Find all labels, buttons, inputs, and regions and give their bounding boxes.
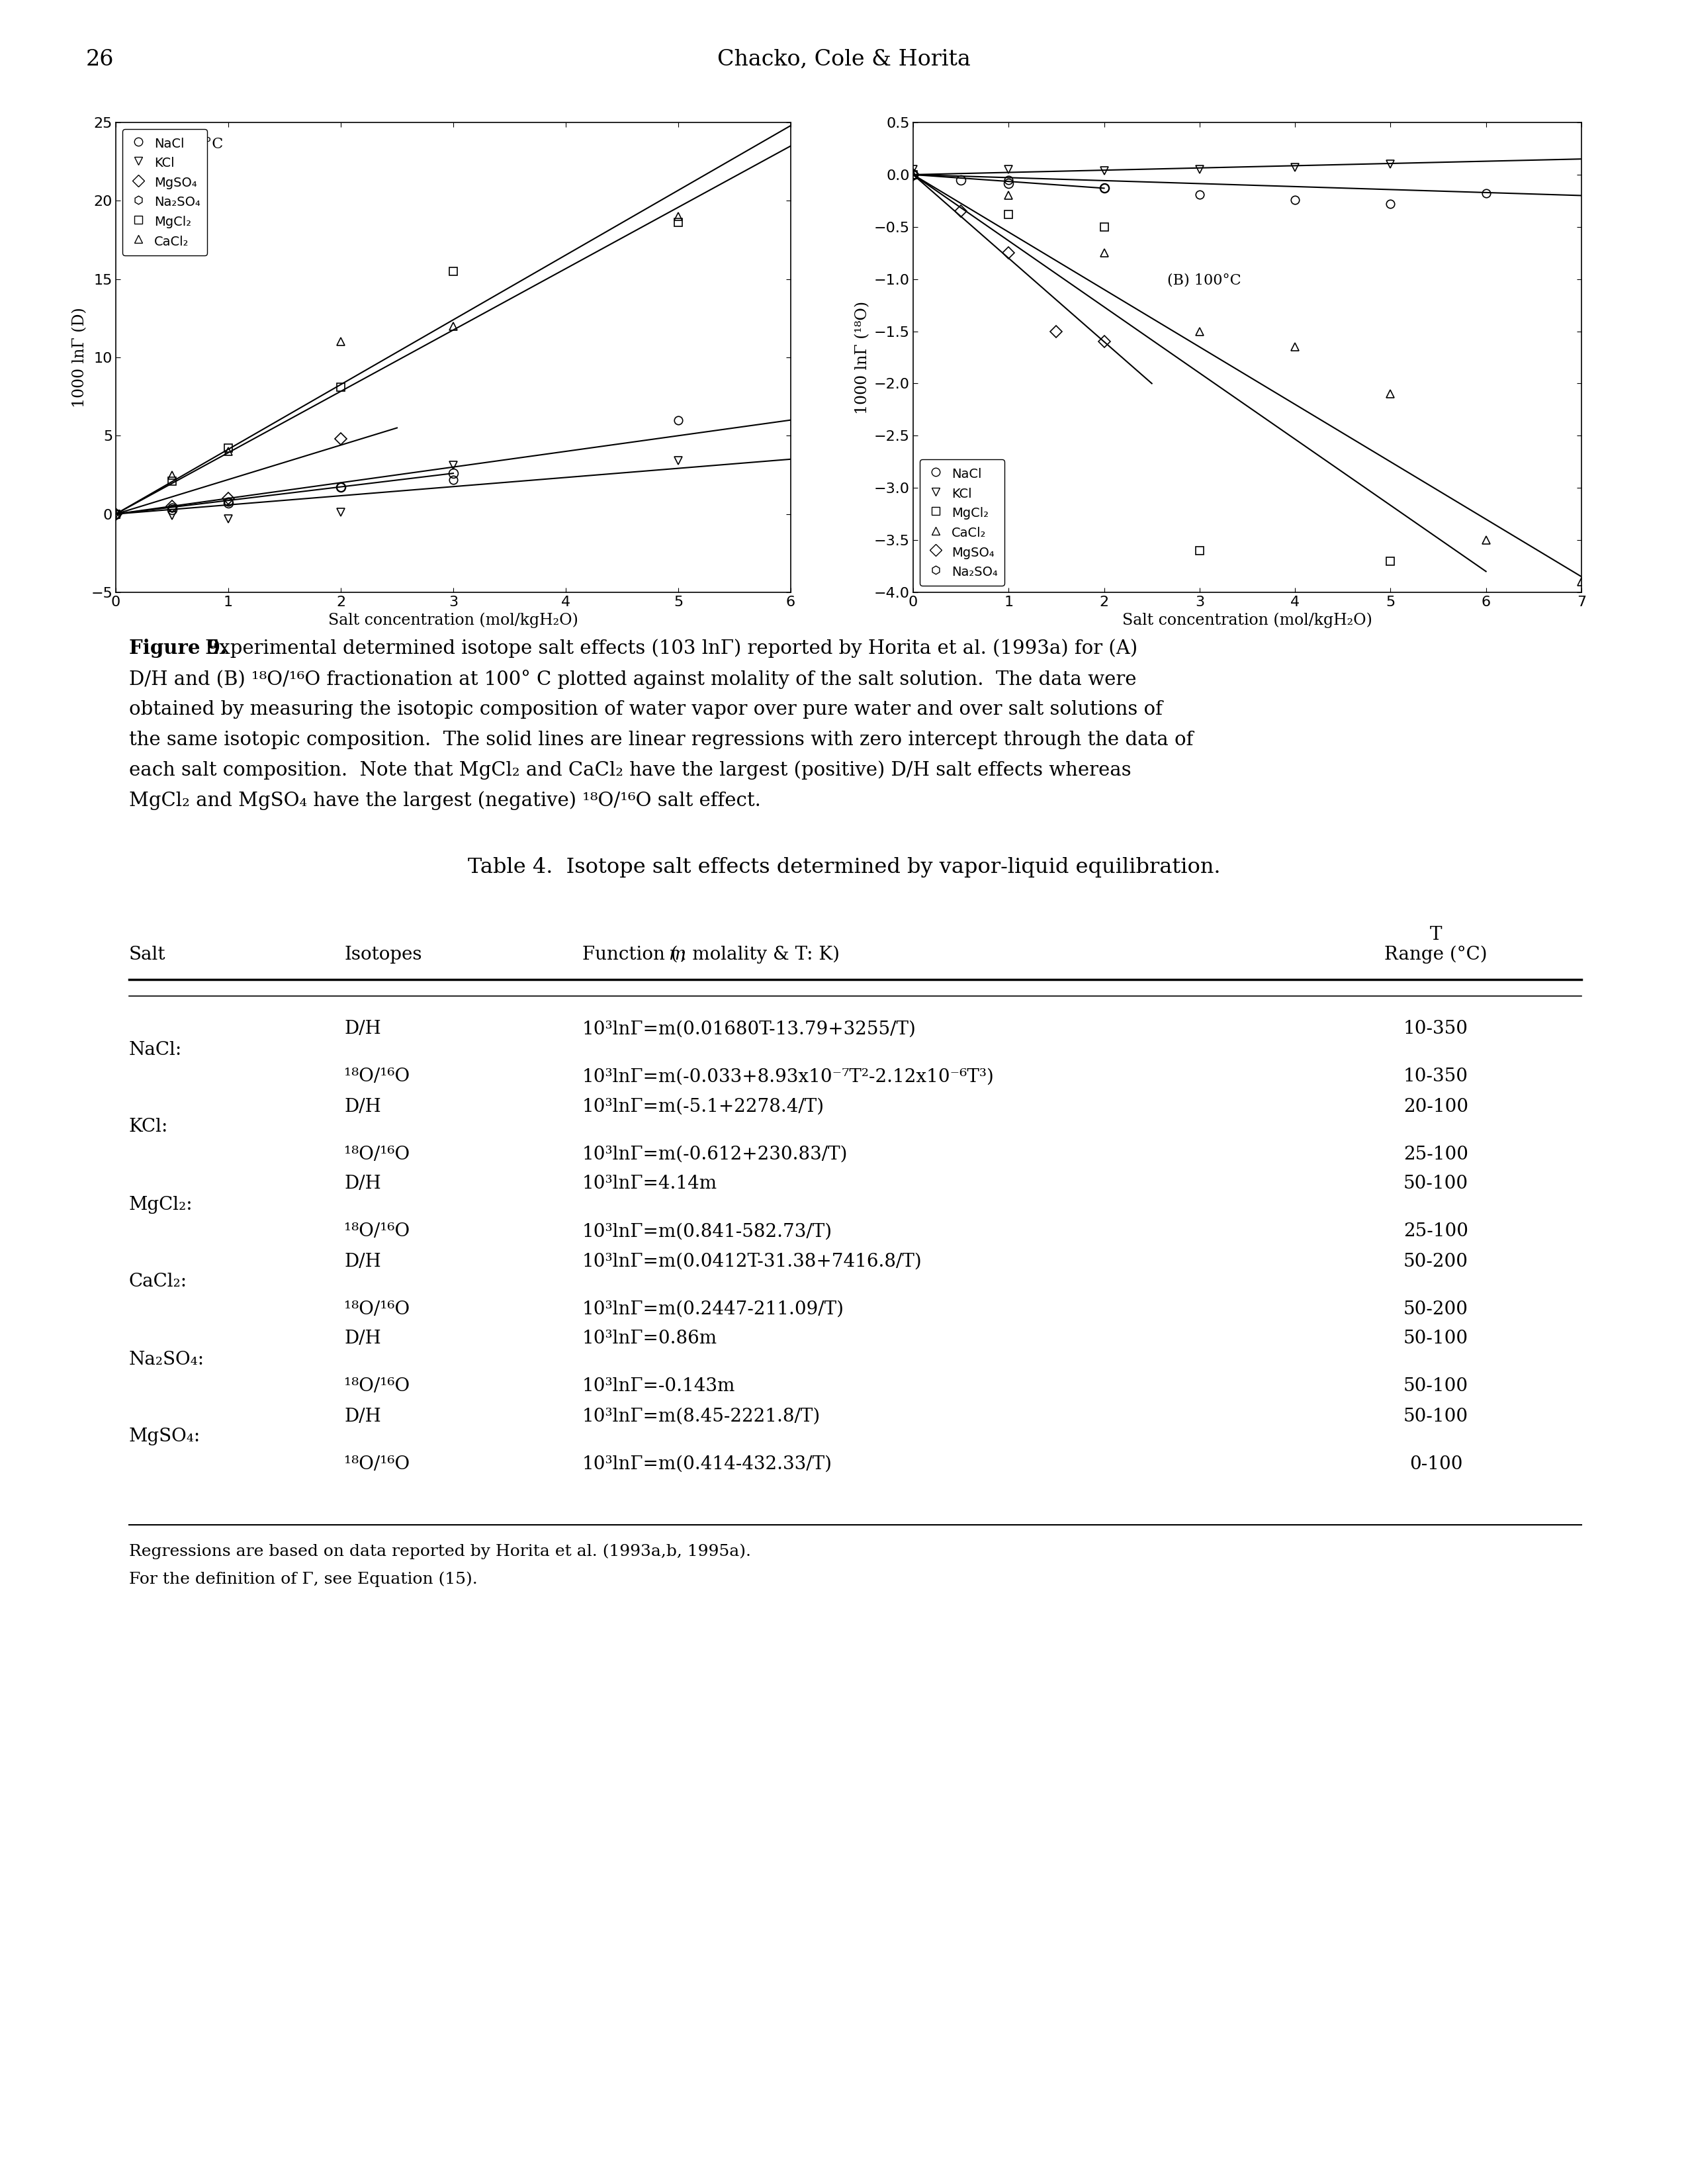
Text: ¹⁸O/¹⁶O: ¹⁸O/¹⁶O <box>344 1299 410 1317</box>
Text: D/H and (B) ¹⁸O/¹⁶O fractionation at 100° C plotted against molality of the salt: D/H and (B) ¹⁸O/¹⁶O fractionation at 100… <box>128 668 1136 688</box>
Text: D/H: D/H <box>344 1020 381 1037</box>
Text: m: m <box>668 946 685 963</box>
Text: each salt composition.  Note that MgCl₂ and CaCl₂ have the largest (positive) D/: each salt composition. Note that MgCl₂ a… <box>128 760 1131 780</box>
Text: Experimental determined isotope salt effects (103 lnΓ) reported by Horita et al.: Experimental determined isotope salt eff… <box>206 640 1138 657</box>
Text: ¹⁸O/¹⁶O: ¹⁸O/¹⁶O <box>344 1455 410 1472</box>
Text: 10³lnΓ=m(8.45-2221.8/T): 10³lnΓ=m(8.45-2221.8/T) <box>582 1406 820 1426</box>
Text: MgCl₂ and MgSO₄ have the largest (negative) ¹⁸O/¹⁶O salt effect.: MgCl₂ and MgSO₄ have the largest (negati… <box>128 791 761 810</box>
Text: Figure 9.: Figure 9. <box>128 640 233 657</box>
Text: the same isotopic composition.  The solid lines are linear regressions with zero: the same isotopic composition. The solid… <box>128 732 1193 749</box>
Text: Range (°C): Range (°C) <box>1384 946 1487 963</box>
Text: 25-100: 25-100 <box>1403 1144 1469 1164</box>
Text: 10³lnΓ=m(0.0412T-31.38+7416.8/T): 10³lnΓ=m(0.0412T-31.38+7416.8/T) <box>582 1251 922 1271</box>
Text: 10³lnΓ=m(0.414-432.33/T): 10³lnΓ=m(0.414-432.33/T) <box>582 1455 832 1472</box>
Y-axis label: 1000 lnΓ (¹⁸O): 1000 lnΓ (¹⁸O) <box>856 301 871 415</box>
Text: D/H: D/H <box>344 1099 381 1116</box>
Text: 50-200: 50-200 <box>1403 1251 1469 1271</box>
Text: 50-200: 50-200 <box>1403 1299 1469 1317</box>
Text: KCl:: KCl: <box>128 1118 169 1136</box>
Text: Chacko, Cole & Horita: Chacko, Cole & Horita <box>717 48 971 70</box>
Text: ; molality & T: K): ; molality & T: K) <box>680 946 839 963</box>
Text: ¹⁸O/¹⁶O: ¹⁸O/¹⁶O <box>344 1068 410 1085</box>
Text: ¹⁸O/¹⁶O: ¹⁸O/¹⁶O <box>344 1223 410 1241</box>
Text: 26: 26 <box>86 48 115 70</box>
Text: 10³lnΓ=m(0.2447-211.09/T): 10³lnΓ=m(0.2447-211.09/T) <box>582 1299 844 1317</box>
Text: For the definition of Γ, see Equation (15).: For the definition of Γ, see Equation (1… <box>128 1570 478 1588</box>
Text: 50-100: 50-100 <box>1403 1406 1469 1426</box>
Text: 10³lnΓ=-0.143m: 10³lnΓ=-0.143m <box>582 1378 736 1396</box>
X-axis label: Salt concentration (mol/kgH₂O): Salt concentration (mol/kgH₂O) <box>327 612 579 629</box>
Text: 10-350: 10-350 <box>1403 1068 1469 1085</box>
Text: 10³lnΓ=m(-0.033+8.93x10⁻⁷T²-2.12x10⁻⁶T³): 10³lnΓ=m(-0.033+8.93x10⁻⁷T²-2.12x10⁻⁶T³) <box>582 1068 994 1085</box>
Text: CaCl₂:: CaCl₂: <box>128 1273 187 1291</box>
Text: 10³lnΓ=m(-0.612+230.83/T): 10³lnΓ=m(-0.612+230.83/T) <box>582 1144 847 1164</box>
Text: 50-100: 50-100 <box>1403 1330 1469 1348</box>
Text: Na₂SO₄:: Na₂SO₄: <box>128 1350 204 1369</box>
Text: 10³lnΓ=m(0.841-582.73/T): 10³lnΓ=m(0.841-582.73/T) <box>582 1223 832 1241</box>
Text: 10³lnΓ=m(-5.1+2278.4/T): 10³lnΓ=m(-5.1+2278.4/T) <box>582 1099 824 1116</box>
Text: Isotopes: Isotopes <box>344 946 422 963</box>
Text: 50-100: 50-100 <box>1403 1175 1469 1192</box>
Text: 10³lnΓ=4.14m: 10³lnΓ=4.14m <box>582 1175 717 1192</box>
Text: MgCl₂:: MgCl₂: <box>128 1195 192 1214</box>
Text: D/H: D/H <box>344 1406 381 1426</box>
Text: D/H: D/H <box>344 1175 381 1192</box>
Text: 50-100: 50-100 <box>1403 1378 1469 1396</box>
Text: 10-350: 10-350 <box>1403 1020 1469 1037</box>
Text: (B) 100°C: (B) 100°C <box>1166 273 1241 288</box>
Text: 25-100: 25-100 <box>1403 1223 1469 1241</box>
Text: D/H: D/H <box>344 1251 381 1271</box>
Text: D/H: D/H <box>344 1330 381 1348</box>
Text: Salt: Salt <box>128 946 165 963</box>
Legend: NaCl, KCl, MgCl₂, CaCl₂, MgSO₄, Na₂SO₄: NaCl, KCl, MgCl₂, CaCl₂, MgSO₄, Na₂SO₄ <box>920 459 1004 585</box>
Text: ¹⁸O/¹⁶O: ¹⁸O/¹⁶O <box>344 1378 410 1396</box>
Legend: NaCl, KCl, MgSO₄, Na₂SO₄, MgCl₂, CaCl₂: NaCl, KCl, MgSO₄, Na₂SO₄, MgCl₂, CaCl₂ <box>122 129 208 256</box>
Text: 10³lnΓ=0.86m: 10³lnΓ=0.86m <box>582 1330 717 1348</box>
Text: MgSO₄:: MgSO₄: <box>128 1428 201 1446</box>
Text: ¹⁸O/¹⁶O: ¹⁸O/¹⁶O <box>344 1144 410 1164</box>
X-axis label: Salt concentration (mol/kgH₂O): Salt concentration (mol/kgH₂O) <box>1123 612 1372 629</box>
Text: (A) 100°C: (A) 100°C <box>150 138 223 151</box>
Text: 0-100: 0-100 <box>1409 1455 1462 1472</box>
Text: T: T <box>1430 926 1442 943</box>
Text: 10³lnΓ=m(0.01680T-13.79+3255/T): 10³lnΓ=m(0.01680T-13.79+3255/T) <box>582 1020 917 1037</box>
Text: Table 4.  Isotope salt effects determined by vapor-liquid equilibration.: Table 4. Isotope salt effects determined… <box>468 856 1220 878</box>
Text: Function (: Function ( <box>582 946 679 963</box>
Text: obtained by measuring the isotopic composition of water vapor over pure water an: obtained by measuring the isotopic compo… <box>128 701 1163 719</box>
Text: 20-100: 20-100 <box>1403 1099 1469 1116</box>
Text: NaCl:: NaCl: <box>128 1042 182 1059</box>
Text: Regressions are based on data reported by Horita et al. (1993a,b, 1995a).: Regressions are based on data reported b… <box>128 1544 751 1559</box>
Y-axis label: 1000 lnΓ (D): 1000 lnΓ (D) <box>73 308 88 408</box>
